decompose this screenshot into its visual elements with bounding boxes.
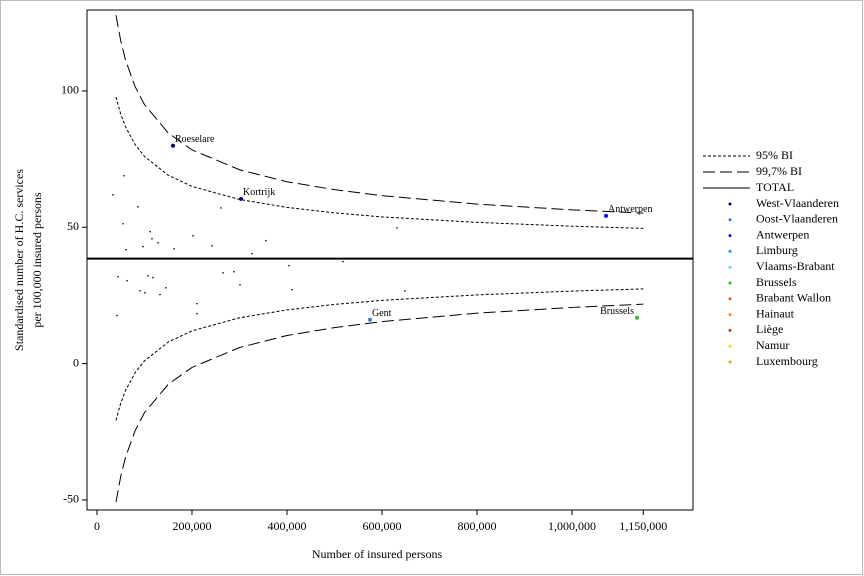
point: [265, 239, 267, 242]
point: [151, 237, 153, 240]
point-label: Antwerpen: [608, 204, 652, 215]
point: [149, 230, 151, 233]
point: [404, 290, 406, 292]
plot-area: [86, 9, 694, 511]
point: [604, 213, 609, 218]
band-line: [115, 303, 644, 503]
legend-label: Oost-Vlaanderen: [756, 212, 838, 226]
band-line: [115, 288, 644, 421]
legend-marker: [728, 281, 732, 285]
legend-label: Vlaams-Brabant: [756, 259, 835, 273]
point: [367, 317, 372, 322]
point: [251, 252, 253, 255]
x-tick-label: 400,000: [267, 519, 306, 533]
point: [396, 227, 398, 229]
y-tick-label: 0: [73, 355, 79, 369]
point-label: Gent: [372, 308, 392, 319]
legend-marker: [728, 297, 732, 301]
legend-label: 99,7% BI: [756, 164, 802, 178]
point: [122, 222, 124, 225]
legend-label: Hainaut: [756, 306, 795, 320]
y-axis-label: Standardised number of H.C. services: [12, 169, 26, 351]
point-label: Brussels: [600, 306, 634, 317]
x-tick-label: 1,000,000: [548, 519, 596, 533]
legend-label: Liège: [756, 322, 783, 336]
point: [342, 260, 344, 263]
point: [116, 314, 118, 317]
x-tick-label: 800,000: [458, 519, 497, 533]
point: [634, 315, 639, 320]
point: [126, 279, 128, 282]
point: [196, 302, 198, 305]
y-tick-label: 100: [61, 83, 79, 97]
legend-marker: [728, 249, 732, 253]
point-label: Kortrijk: [243, 187, 275, 198]
point: [142, 245, 144, 248]
point: [192, 234, 194, 237]
point: [173, 248, 175, 250]
band-line: [115, 15, 644, 214]
point: [233, 270, 235, 273]
legend-label: West-Vlaanderen: [756, 196, 839, 210]
legend-label: Brabant Wallon: [756, 291, 831, 305]
point: [196, 312, 198, 315]
y-axis-label: per 100,000 insured persons: [30, 192, 44, 328]
point: [152, 276, 154, 279]
point-label: Roeselare: [175, 134, 215, 145]
legend-marker: [728, 360, 732, 364]
legend-marker: [728, 344, 732, 348]
legend-label: Antwerpen: [756, 227, 809, 241]
point: [159, 293, 161, 296]
point: [288, 264, 290, 267]
legend-marker: [728, 265, 732, 269]
point: [139, 290, 141, 292]
y-tick-label: -50: [63, 492, 79, 506]
point: [222, 272, 224, 274]
legend-label: Limburg: [756, 243, 798, 257]
point: [239, 196, 244, 201]
legend-label: Luxembourg: [756, 354, 818, 368]
point: [291, 288, 293, 291]
legend-marker: [728, 328, 732, 332]
legend-label: Brussels: [756, 275, 797, 289]
point: [125, 248, 127, 251]
legend-marker: [728, 218, 732, 222]
point: [165, 287, 167, 289]
y-tick-label: 50: [67, 219, 79, 233]
legend-marker: [728, 313, 732, 317]
legend-marker: [728, 202, 732, 206]
point: [147, 275, 149, 277]
x-tick-label: 200,000: [172, 519, 211, 533]
point: [117, 275, 119, 278]
legend-marker: [728, 234, 732, 238]
point: [123, 174, 125, 177]
point: [170, 143, 175, 148]
point: [211, 245, 213, 247]
legend-label: 95% BI: [756, 148, 793, 162]
x-tick-label: 1,150,000: [619, 519, 667, 533]
x-tick-label: 600,000: [362, 519, 401, 533]
point: [137, 206, 139, 208]
point: [112, 194, 114, 196]
band-line: [115, 96, 644, 229]
legend-label: Namur: [756, 338, 789, 352]
x-axis-label: Number of insured persons: [312, 547, 443, 561]
point: [157, 242, 159, 244]
point: [144, 291, 146, 294]
x-tick-label: 0: [94, 519, 100, 533]
point: [239, 284, 241, 286]
point: [220, 207, 222, 209]
legend-label: TOTAL: [756, 180, 794, 194]
